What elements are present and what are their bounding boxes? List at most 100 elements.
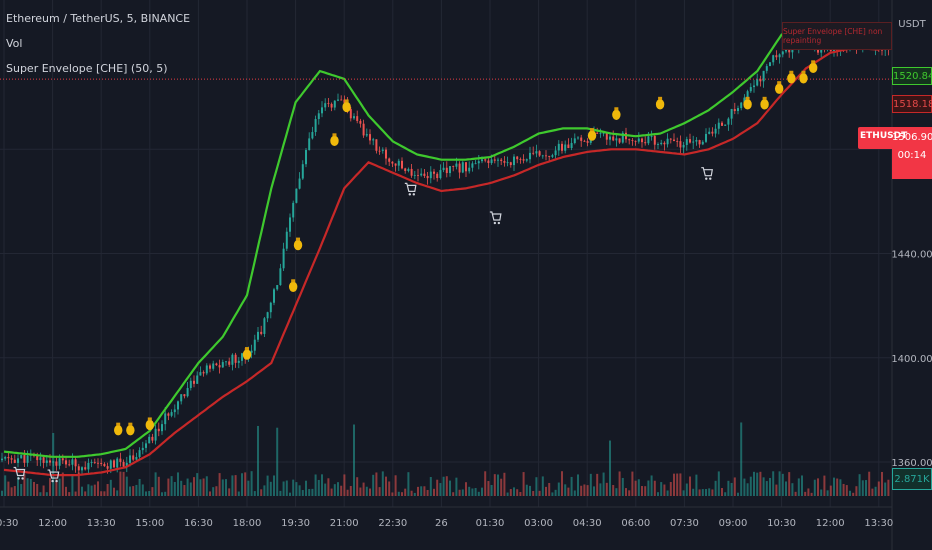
- volume-bar: [151, 487, 154, 496]
- symbol-title[interactable]: Ethereum / TetherUS, 5, BINANCE: [6, 12, 191, 25]
- candle-body: [429, 171, 432, 179]
- candle-body: [209, 365, 211, 369]
- money-bag-neck: [128, 422, 133, 426]
- candle-body: [641, 138, 643, 143]
- volume-bar: [845, 485, 848, 496]
- candle-body: [404, 168, 407, 171]
- volume-bar: [157, 476, 160, 496]
- candle-body: [23, 455, 26, 463]
- volume-bar: [237, 491, 240, 496]
- candle-body: [481, 159, 483, 162]
- volume-bar: [833, 477, 835, 496]
- cart-wheel: [55, 479, 58, 483]
- candle-body: [359, 120, 362, 124]
- volume-bar: [593, 486, 595, 496]
- volume-bar: [241, 473, 243, 496]
- money-bag-body: [342, 101, 351, 113]
- candle-body: [772, 55, 775, 63]
- candle-body: [548, 155, 551, 157]
- candle-body: [301, 164, 304, 179]
- volume-bar: [215, 486, 218, 496]
- volume-bar: [74, 491, 77, 496]
- volume-bar: [135, 484, 138, 496]
- candle-body: [215, 363, 218, 366]
- candle-body: [180, 394, 183, 402]
- volume-bar: [343, 474, 346, 496]
- volume-bar: [778, 471, 781, 496]
- candle-body: [1, 458, 3, 461]
- volume-bar: [602, 472, 605, 496]
- candle-body: [263, 318, 266, 334]
- candle-body: [81, 467, 83, 471]
- volume-legend[interactable]: Vol: [6, 37, 23, 50]
- volume-bar: [356, 477, 359, 496]
- volume-bar: [285, 480, 288, 496]
- candle-body: [554, 150, 557, 156]
- candle-body: [132, 455, 135, 460]
- volume-bar: [673, 473, 675, 496]
- time-tick-label: 12:00: [816, 518, 845, 529]
- volume-bar: [330, 488, 333, 496]
- volume-bar: [625, 488, 627, 496]
- time-tick-label: 26: [435, 518, 448, 529]
- money-bag-neck: [116, 422, 121, 426]
- candle-body: [881, 49, 883, 51]
- volume-bar: [42, 485, 45, 496]
- cart-wheel: [408, 193, 412, 196]
- volume-bar: [474, 488, 477, 496]
- cart-basket: [13, 466, 26, 477]
- candle-body: [445, 167, 448, 174]
- volume-bar: [641, 486, 643, 496]
- candle-body: [305, 150, 307, 165]
- volume-bar: [189, 482, 192, 496]
- money-bag-icon: [760, 96, 769, 110]
- current-price-box: ETHUSDT 1506.90 00:14: [860, 127, 932, 179]
- volume-bar: [791, 483, 794, 496]
- volume-bar: [513, 487, 515, 496]
- volume-bar: [173, 481, 176, 496]
- volume-bar: [676, 473, 679, 496]
- volume-bar: [250, 471, 253, 496]
- volume-bar: [663, 484, 666, 496]
- candle-body: [145, 443, 147, 448]
- volume-bar: [490, 484, 493, 496]
- candle-body: [55, 461, 58, 466]
- candle-body: [273, 289, 275, 303]
- candle-body: [618, 138, 621, 143]
- volume-bar: [369, 488, 371, 496]
- volume-bar: [141, 484, 144, 496]
- candle-body: [177, 401, 179, 410]
- indicator-legend[interactable]: Super Envelope [CHE] (50, 5): [6, 62, 168, 75]
- volume-bar: [429, 477, 432, 496]
- volume-value-tag: 2.871K: [892, 468, 932, 490]
- volume-bar: [10, 487, 13, 496]
- chart-legend: Ethereum / TetherUS, 5, BINANCE Vol Supe…: [6, 6, 190, 81]
- volume-bar: [669, 481, 672, 496]
- candle-body: [423, 173, 426, 176]
- current-price: 1506.90: [892, 132, 932, 143]
- candle-body: [679, 141, 682, 148]
- candle-body: [58, 458, 61, 466]
- volume-bar: [679, 473, 682, 496]
- cart-wheel: [21, 477, 24, 480]
- volume-bar: [826, 490, 829, 496]
- candle-body: [673, 139, 675, 142]
- volume-bar: [615, 488, 618, 496]
- time-tick-label: 03:00: [524, 518, 553, 529]
- candle-body: [570, 143, 573, 149]
- candle-body: [49, 460, 51, 463]
- volume-bar: [423, 486, 426, 496]
- volume-bar: [554, 489, 557, 496]
- volume-bar: [196, 473, 199, 496]
- volume-bar: [484, 471, 487, 496]
- candle-body: [477, 161, 480, 164]
- candle-body: [644, 142, 647, 144]
- volume-bar: [500, 478, 503, 496]
- volume-bar: [737, 492, 739, 496]
- candle-body: [775, 55, 778, 58]
- candle-body: [714, 128, 717, 134]
- candle-body: [762, 70, 765, 82]
- money-bag-icon: [743, 96, 752, 110]
